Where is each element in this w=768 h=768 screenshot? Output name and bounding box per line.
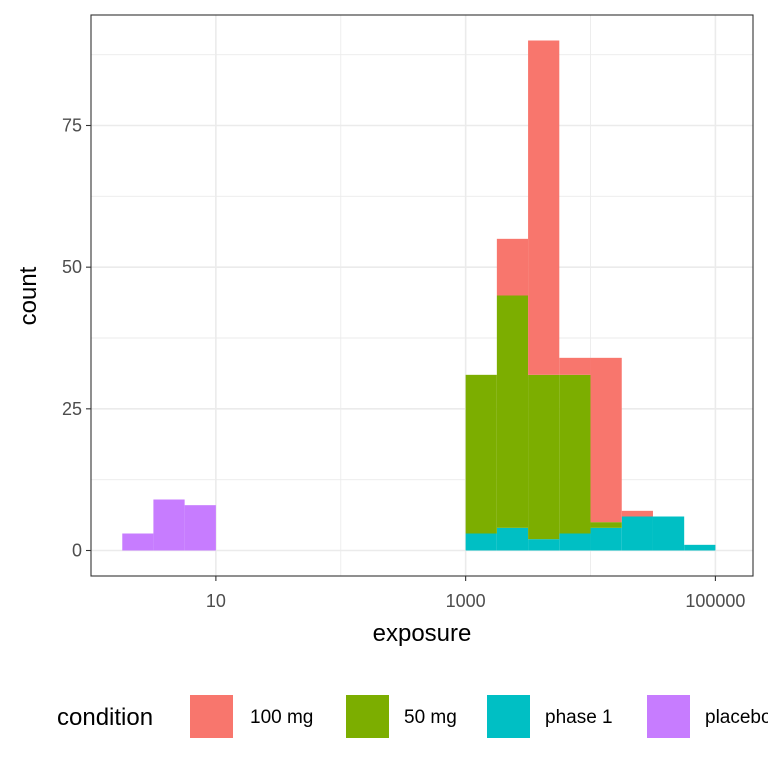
bar-placebo <box>122 533 154 551</box>
bar-50-mg <box>559 374 591 534</box>
legend-key-50-mg <box>346 695 389 738</box>
legend-label-phase-1: phase 1 <box>545 707 613 728</box>
bar-50-mg <box>496 295 529 528</box>
bar-phase-1 <box>559 533 591 551</box>
bar-50-mg <box>465 374 497 534</box>
y-axis-title: count <box>15 266 42 325</box>
y-tick-label: 25 <box>62 399 82 419</box>
legend-title: condition <box>57 704 153 731</box>
legend: condition 100 mg 50 mg phase 1 placebo <box>57 695 768 738</box>
bar-phase-1 <box>684 544 716 551</box>
y-axis: 0 25 50 75 <box>62 116 91 561</box>
legend-label-placebo: placebo <box>705 707 768 728</box>
legend-key-100-mg <box>190 695 233 738</box>
bar-placebo <box>153 499 185 551</box>
y-tick-label: 75 <box>62 116 82 136</box>
bar-phase-1 <box>652 516 685 551</box>
bar-placebo <box>184 505 216 551</box>
y-tick-label: 0 <box>72 541 82 561</box>
bar-100-mg <box>496 238 529 296</box>
x-tick-label: 10 <box>206 591 226 611</box>
bar-50-mg <box>590 522 622 528</box>
x-tick-label: 100000 <box>685 591 745 611</box>
panel-border <box>90 14 754 577</box>
y-tick-label: 50 <box>62 257 82 277</box>
legend-label-50-mg: 50 mg <box>404 707 457 728</box>
bar-phase-1 <box>590 527 622 551</box>
bar-100-mg <box>528 40 560 375</box>
minor-gridlines <box>90 15 753 576</box>
bar-100-mg <box>621 510 653 517</box>
legend-key-placebo <box>647 695 690 738</box>
bar-phase-1 <box>528 539 560 551</box>
x-tick-label: 1000 <box>446 591 486 611</box>
legend-label-100-mg: 100 mg <box>250 707 313 728</box>
histogram-bars <box>122 40 716 551</box>
legend-key-phase-1 <box>487 695 530 738</box>
bar-50-mg <box>528 374 560 540</box>
panel-background <box>91 15 753 576</box>
bar-phase-1 <box>496 527 529 551</box>
bar-100-mg <box>590 357 622 523</box>
bar-phase-1 <box>465 533 497 551</box>
x-axis-title: exposure <box>373 620 472 647</box>
x-axis: 10 1000 100000 <box>206 576 745 611</box>
bar-100-mg <box>559 357 591 375</box>
bar-phase-1 <box>621 516 653 551</box>
